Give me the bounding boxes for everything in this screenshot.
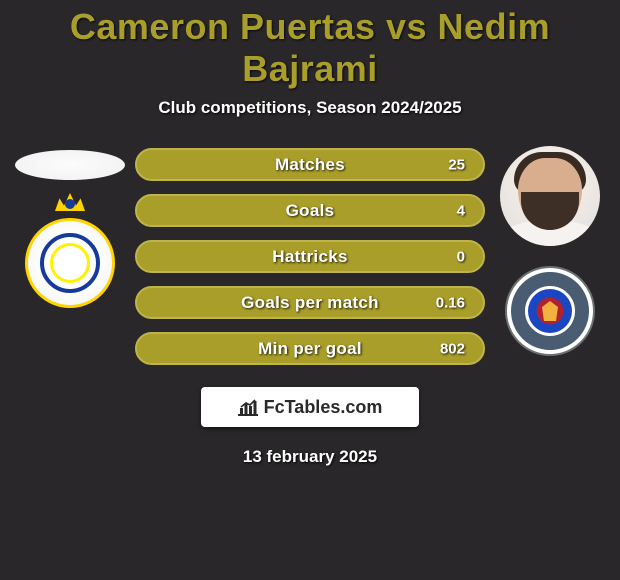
badge-ring-inner: [50, 243, 90, 283]
main-row: Matches 25 Goals 4 Hattricks 0 Goals per match…: [0, 146, 620, 365]
stat-bar: Hattricks 0: [135, 240, 485, 273]
stat-label: Min per goal: [258, 339, 362, 359]
crown-gem-icon: [65, 199, 75, 209]
club-badge-right: [505, 266, 595, 356]
stat-bar: Goals per match 0.16: [135, 286, 485, 319]
date-text: 13 february 2025: [0, 447, 620, 467]
badge-ring-outer: [40, 233, 100, 293]
subtitle: Club competitions, Season 2024/2025: [0, 98, 620, 118]
brand-text: FcTables.com: [264, 397, 383, 418]
stat-value: 25: [448, 156, 465, 173]
stat-label: Hattricks: [272, 247, 347, 267]
stat-value: 0.16: [436, 294, 465, 311]
player-avatar-right: [500, 146, 600, 246]
stat-value: 0: [457, 248, 465, 265]
bar-chart-icon: [238, 398, 258, 416]
stat-bar: Goals 4: [135, 194, 485, 227]
page-title: Cameron Puertas vs Nedim Bajrami: [0, 6, 620, 90]
stat-label: Goals per match: [241, 293, 379, 313]
comparison-card: Cameron Puertas vs Nedim Bajrami Club co…: [0, 0, 620, 467]
stat-bar: Matches 25: [135, 148, 485, 181]
left-player-column: [15, 146, 125, 308]
stat-label: Goals: [286, 201, 335, 221]
stat-value: 802: [440, 340, 465, 357]
stats-list: Matches 25 Goals 4 Hattricks 0 Goals per match…: [135, 146, 485, 365]
brand-badge[interactable]: FcTables.com: [201, 387, 419, 427]
right-player-column: [495, 146, 605, 356]
club-badge-left: [25, 218, 115, 308]
stat-label: Matches: [275, 155, 345, 175]
stat-value: 4: [457, 202, 465, 219]
player-avatar-left: [15, 150, 125, 180]
stat-bar: Min per goal 802: [135, 332, 485, 365]
